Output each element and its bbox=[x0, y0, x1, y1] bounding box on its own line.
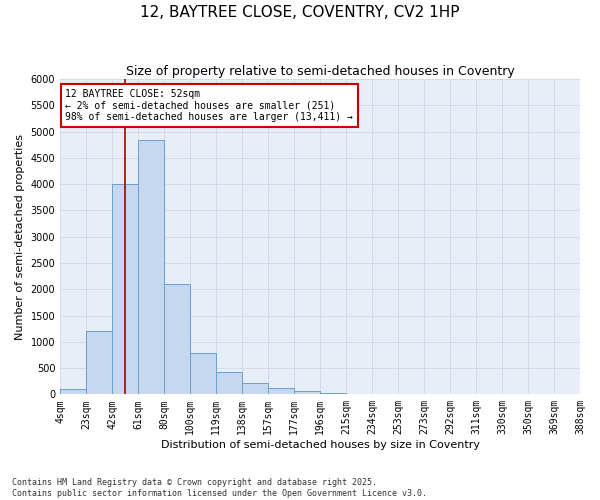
Bar bbox=[112, 184, 138, 394]
Bar bbox=[268, 388, 294, 394]
Bar bbox=[190, 354, 216, 395]
Bar bbox=[216, 372, 242, 394]
Title: Size of property relative to semi-detached houses in Coventry: Size of property relative to semi-detach… bbox=[126, 65, 514, 78]
Bar bbox=[86, 332, 112, 394]
Text: 12, BAYTREE CLOSE, COVENTRY, CV2 1HP: 12, BAYTREE CLOSE, COVENTRY, CV2 1HP bbox=[140, 5, 460, 20]
Bar bbox=[242, 383, 268, 394]
Bar bbox=[138, 140, 164, 394]
Bar bbox=[164, 284, 190, 395]
Bar bbox=[320, 393, 346, 394]
Y-axis label: Number of semi-detached properties: Number of semi-detached properties bbox=[15, 134, 25, 340]
Bar bbox=[60, 389, 86, 394]
X-axis label: Distribution of semi-detached houses by size in Coventry: Distribution of semi-detached houses by … bbox=[161, 440, 479, 450]
Bar bbox=[294, 390, 320, 394]
Text: Contains HM Land Registry data © Crown copyright and database right 2025.
Contai: Contains HM Land Registry data © Crown c… bbox=[12, 478, 427, 498]
Text: 12 BAYTREE CLOSE: 52sqm
← 2% of semi-detached houses are smaller (251)
98% of se: 12 BAYTREE CLOSE: 52sqm ← 2% of semi-det… bbox=[65, 88, 353, 122]
